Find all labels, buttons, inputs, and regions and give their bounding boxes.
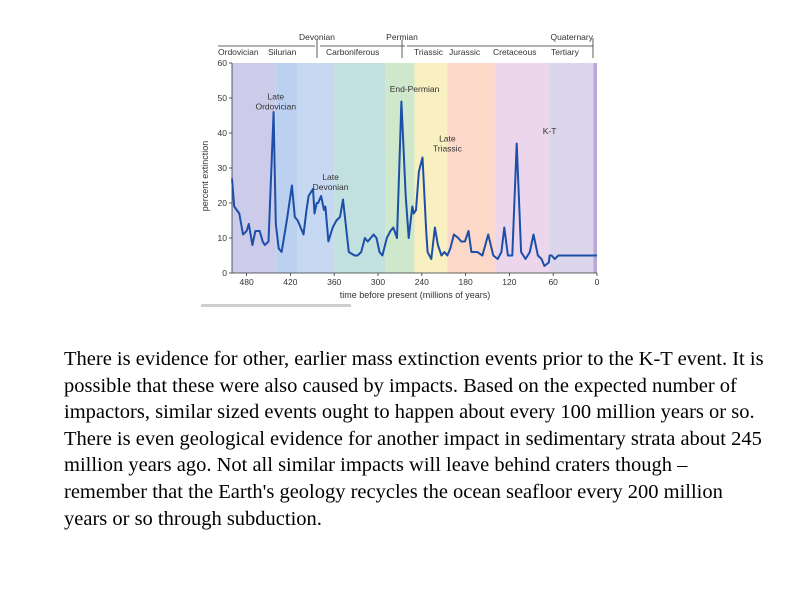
x-tick-label-60: 60 — [548, 277, 558, 287]
period-band-8 — [549, 63, 594, 273]
y-tick-label-50: 50 — [218, 93, 228, 103]
x-tick-label-0: 0 — [595, 277, 600, 287]
x-tick-label-240: 240 — [415, 277, 429, 287]
annotation-1: Late Devonian — [313, 172, 349, 192]
y-tick-label-60: 60 — [218, 58, 228, 68]
period-label-permian: Permian — [386, 32, 418, 42]
x-tick-label-300: 300 — [371, 277, 385, 287]
copyright-line-decoration — [201, 304, 351, 307]
annotation-3-line-0: Late — [439, 134, 456, 144]
annotation-2-line-0: End-Permian — [390, 84, 440, 94]
axes: 0 10 20 30 40 50 60 480 420 360 300 240 180 120 60 0 — [218, 58, 600, 287]
period-label-tertiary: Tertiary — [551, 47, 580, 57]
period-band-9 — [593, 63, 597, 273]
extinction-chart: Devonian Permian Quaternary Ordovician S… — [195, 28, 615, 318]
period-label-triassic: Triassic — [414, 47, 444, 57]
x-tick-label-180: 180 — [459, 277, 473, 287]
x-axis-title: time before present (millions of years) — [340, 290, 491, 300]
annotation-1-line-1: Devonian — [313, 182, 349, 192]
x-tick-label-480: 480 — [240, 277, 254, 287]
x-tick-label-420: 420 — [283, 277, 297, 287]
chart-svg: Devonian Permian Quaternary Ordovician S… — [200, 32, 600, 307]
y-tick-label-40: 40 — [218, 128, 228, 138]
period-bands — [232, 63, 597, 273]
period-label-quaternary: Quaternary — [550, 32, 593, 42]
y-tick-label-10: 10 — [218, 233, 228, 243]
annotation-0: Late Ordovician — [255, 92, 296, 112]
annotation-0-line-1: Ordovician — [255, 102, 296, 112]
period-label-jurassic: Jurassic — [449, 47, 481, 57]
period-label-silurian: Silurian — [268, 47, 297, 57]
y-axis-title: percent extinction — [200, 141, 210, 212]
y-tick-label-20: 20 — [218, 198, 228, 208]
x-tick-label-120: 120 — [502, 277, 516, 287]
annotation-3: Late Triassic — [433, 134, 463, 154]
period-band-6 — [447, 63, 495, 273]
period-label-cretaceous: Cretaceous — [493, 47, 536, 57]
period-header: Devonian Permian Quaternary Ordovician S… — [218, 32, 594, 58]
period-label-ordovician: Ordovician — [218, 47, 259, 57]
annotation-4: K-T — [543, 126, 557, 136]
annotation-3-line-1: Triassic — [433, 144, 463, 154]
period-band-1 — [275, 63, 298, 273]
x-tick-label-360: 360 — [327, 277, 341, 287]
y-tick-label-0: 0 — [222, 268, 227, 278]
series-line-0 — [231, 100, 597, 267]
period-label-devonian: Devonian — [299, 32, 335, 42]
period-label-carboniferous: Carboniferous — [326, 47, 379, 57]
extinction-series — [231, 100, 597, 267]
annotation-2: End-Permian — [390, 84, 440, 94]
annotation-0-line-0: Late — [268, 92, 285, 102]
body-paragraph: There is evidence for other, earlier mas… — [64, 348, 764, 530]
y-tick-label-30: 30 — [218, 163, 228, 173]
annotation-4-line-0: K-T — [543, 126, 557, 136]
annotation-1-line-0: Late — [322, 172, 339, 182]
